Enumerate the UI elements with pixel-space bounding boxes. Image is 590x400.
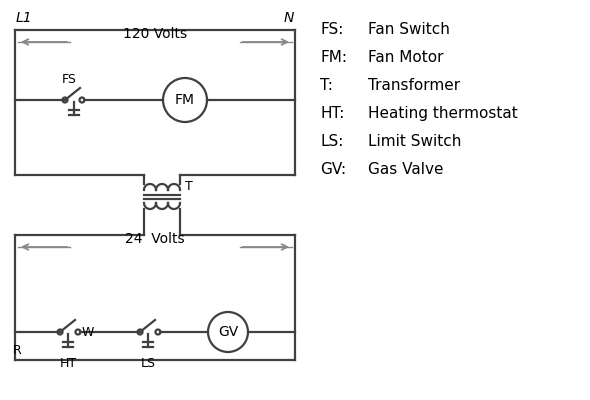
- Text: FM: FM: [175, 93, 195, 107]
- Text: Fan Motor: Fan Motor: [368, 50, 444, 65]
- Text: N: N: [284, 11, 294, 25]
- Text: HT: HT: [60, 357, 77, 370]
- Text: GV: GV: [218, 325, 238, 339]
- Text: R: R: [12, 344, 21, 357]
- Text: LS: LS: [140, 357, 156, 370]
- Text: T:: T:: [320, 78, 333, 93]
- Text: T: T: [185, 180, 193, 193]
- Text: LS:: LS:: [320, 134, 343, 149]
- Text: Transformer: Transformer: [368, 78, 460, 93]
- Text: W: W: [82, 326, 94, 338]
- Text: FS:: FS:: [320, 22, 343, 37]
- Text: Limit Switch: Limit Switch: [368, 134, 461, 149]
- Text: Fan Switch: Fan Switch: [368, 22, 450, 37]
- Text: 24  Volts: 24 Volts: [125, 232, 185, 246]
- Text: HT:: HT:: [320, 106, 345, 121]
- Text: Heating thermostat: Heating thermostat: [368, 106, 518, 121]
- Text: GV:: GV:: [320, 162, 346, 177]
- Text: FM:: FM:: [320, 50, 347, 65]
- Text: 120 Volts: 120 Volts: [123, 27, 187, 41]
- Text: L1: L1: [16, 11, 32, 25]
- Text: FS: FS: [61, 73, 77, 86]
- Text: Gas Valve: Gas Valve: [368, 162, 444, 177]
